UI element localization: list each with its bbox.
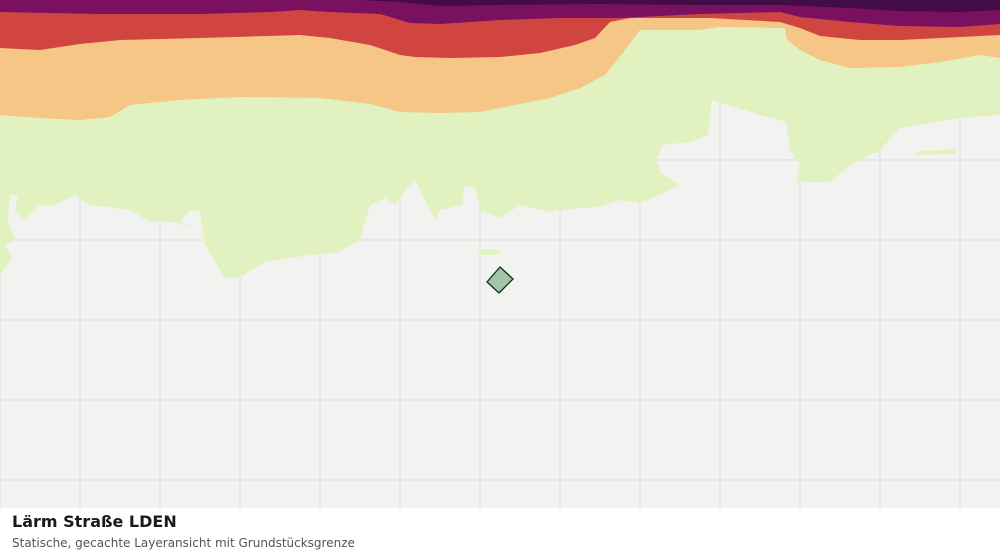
layer-subtitle: Statische, gecachte Layeransicht mit Gru… xyxy=(12,536,355,550)
noise-zone-very-high xyxy=(0,0,1000,27)
noise-zone-low-island xyxy=(915,149,958,155)
layer-title: Lärm Straße LDEN xyxy=(12,512,177,531)
noise-zone-high xyxy=(0,0,1000,58)
map xyxy=(0,0,1000,508)
caption: Lärm Straße LDEN Statische, gecachte Lay… xyxy=(12,512,355,550)
parcel-boundary xyxy=(486,266,514,294)
noise-zone-low-island xyxy=(477,249,501,255)
noise-zone-extreme xyxy=(360,0,1000,12)
